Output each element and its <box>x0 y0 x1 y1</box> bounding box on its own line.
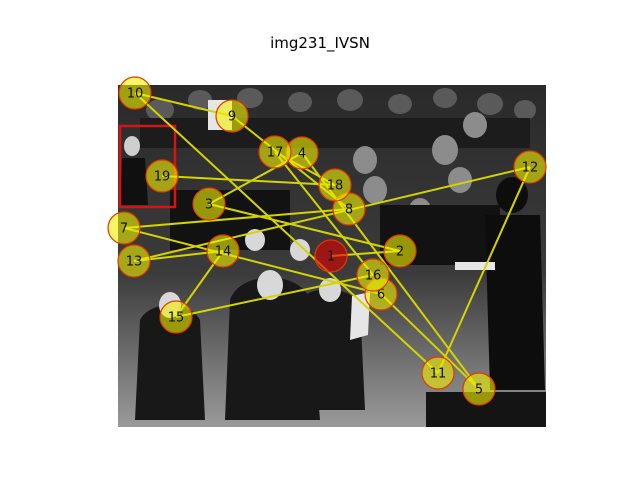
fixation-marker <box>117 244 151 278</box>
scanpath-segment <box>134 92 439 374</box>
fixation-label: 17 <box>267 146 284 161</box>
fixation-5: 5 <box>462 372 496 406</box>
fixation-marker <box>107 211 141 245</box>
fixation-marker <box>192 187 226 221</box>
fixation-marker <box>356 258 390 292</box>
scanpath-segment <box>437 166 531 374</box>
fixation-label: 4 <box>298 147 306 162</box>
fixation-marker <box>421 356 455 390</box>
fixation-label: 13 <box>126 255 143 270</box>
fixation-marker <box>206 234 240 268</box>
fixation-10: 10 <box>118 76 152 110</box>
fixation-marker <box>314 239 348 273</box>
fixation-17: 17 <box>258 135 292 169</box>
fixation-label: 6 <box>377 288 385 303</box>
fixation-label: 3 <box>205 198 213 213</box>
fixation-16: 16 <box>356 258 390 292</box>
fixation-label: 11 <box>430 367 447 382</box>
scanpath-segment <box>134 92 233 117</box>
fixation-marker <box>513 150 547 184</box>
fixation-marker <box>318 168 352 202</box>
fixation-marker <box>118 76 152 110</box>
fixation-marker <box>258 135 292 169</box>
fixation-14: 14 <box>206 234 240 268</box>
fixation-label: 10 <box>127 87 144 102</box>
fixation-15: 15 <box>159 300 193 334</box>
fixation-label: 5 <box>475 383 483 398</box>
fixation-label: 18 <box>327 179 344 194</box>
scanpath-segment <box>380 293 480 390</box>
fixation-marker <box>159 300 193 334</box>
fixation-label: 7 <box>120 222 128 237</box>
fixation-11: 11 <box>421 356 455 390</box>
fixation-7: 7 <box>107 211 141 245</box>
fixation-marker <box>215 99 249 133</box>
fixation-13: 13 <box>117 244 151 278</box>
scanpath-segment <box>123 208 350 229</box>
fixation-marker <box>145 159 179 193</box>
figure-title: img231_IVSN <box>270 34 370 52</box>
fixation-label: 2 <box>396 245 404 260</box>
fixation-2: 2 <box>383 234 417 268</box>
fixation-label: 14 <box>215 245 232 260</box>
fixation-18: 18 <box>318 168 352 202</box>
scanpath-segment <box>175 274 374 318</box>
fixation-marker <box>383 234 417 268</box>
fixation-label: 15 <box>168 311 185 326</box>
scanpath-segment <box>208 203 401 252</box>
fixation-marker <box>462 372 496 406</box>
fixation-19: 19 <box>145 159 179 193</box>
fixation-label: 9 <box>228 110 236 125</box>
fixation-12: 12 <box>513 150 547 184</box>
scanpath-segment <box>161 175 336 186</box>
fixation-label: 19 <box>154 170 171 185</box>
fixation-label: 8 <box>345 203 353 218</box>
scanpath-segment <box>133 166 531 262</box>
fixation-label: 12 <box>522 161 539 176</box>
fixation-9: 9 <box>215 99 249 133</box>
fixation-label: 16 <box>365 269 382 284</box>
scanpath-segment <box>274 151 374 276</box>
fixation-1: 1 <box>314 239 348 273</box>
fixation-label: 1 <box>327 250 335 265</box>
fixation-3: 3 <box>192 187 226 221</box>
